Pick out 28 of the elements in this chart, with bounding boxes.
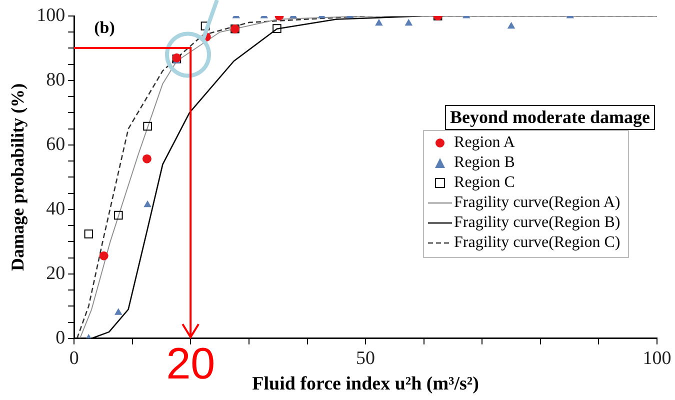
x-tick-label: 50 <box>356 348 376 369</box>
annotation: (b) <box>94 18 115 37</box>
point <box>142 154 152 164</box>
y-tick-label: 60 <box>46 134 66 155</box>
x-tick-label: 100 <box>642 348 672 369</box>
point <box>272 24 282 33</box>
y-tick-label: 40 <box>46 198 66 220</box>
y-tick-label: 20 <box>46 262 66 284</box>
point <box>143 122 152 131</box>
legend-label: Fragility curve(Region B) <box>454 213 620 233</box>
point <box>114 210 123 220</box>
point <box>84 230 94 238</box>
legend-label: Fragility curve(Region C) <box>454 233 620 253</box>
point <box>99 251 108 260</box>
text: 20 <box>166 340 216 389</box>
legend-label: Fragility curve(Region A) <box>454 193 620 213</box>
legend-label: Region C <box>454 173 515 193</box>
legend-title: Beyond moderate damage <box>445 105 655 130</box>
x-tick-label: 0 <box>69 348 79 369</box>
y-tick-label: 0 <box>56 327 66 348</box>
legend-label: Region B <box>454 153 515 173</box>
point <box>114 308 122 315</box>
legend-label: Region A <box>454 133 515 153</box>
y-tick-label: 100 <box>36 4 66 26</box>
x-axis-title: Fluid force index u²h (m³/s²) <box>252 374 479 395</box>
y-axis-title: Damage probability (%) <box>7 83 28 272</box>
point <box>144 200 152 208</box>
y-tick-label: 80 <box>46 69 66 90</box>
